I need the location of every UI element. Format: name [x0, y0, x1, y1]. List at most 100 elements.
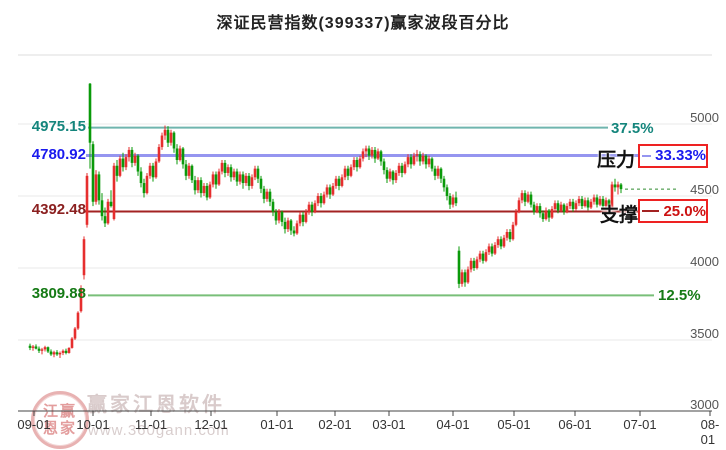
candle-body — [394, 172, 398, 181]
candle-body — [517, 200, 521, 212]
candle — [607, 198, 611, 211]
candle-body — [469, 260, 473, 270]
candle — [148, 162, 152, 179]
y-axis-label-4000: 4000 — [690, 254, 719, 269]
candle — [214, 171, 218, 189]
candle-body — [253, 168, 257, 178]
candle — [211, 171, 215, 188]
candle — [364, 145, 368, 158]
candle-body — [595, 197, 599, 205]
candle-body — [448, 196, 452, 205]
candle-body — [52, 352, 56, 355]
candle-body — [514, 211, 518, 225]
candle-body — [184, 164, 188, 176]
candle — [145, 172, 149, 195]
x-axis-label-12-01: 12-01 — [194, 417, 228, 432]
candle — [325, 184, 329, 198]
resistance-label: 压力 — [597, 149, 636, 171]
candle-body — [241, 174, 245, 184]
candle — [313, 200, 317, 214]
candle-body — [265, 191, 269, 199]
candle — [280, 210, 284, 227]
candle-body — [337, 178, 341, 186]
candle-body — [100, 200, 104, 217]
page-title: 深证民营指数(399337)赢家波段百分比 — [216, 15, 510, 32]
candle — [499, 236, 503, 250]
candle — [286, 217, 290, 232]
candle — [520, 190, 524, 204]
candle-body — [466, 269, 470, 283]
x-axis-label-07-01: 07-01 — [623, 417, 657, 432]
candle — [304, 208, 308, 224]
candle-body — [529, 194, 533, 205]
candle-body — [109, 201, 113, 207]
candle — [370, 147, 374, 159]
candle-body — [301, 214, 305, 222]
candle-body — [280, 211, 284, 222]
candle-body — [223, 162, 227, 173]
x-axis-label-09-01: 09-01 — [17, 417, 51, 432]
candle-body — [376, 151, 380, 159]
candle-body — [211, 174, 215, 185]
candle — [469, 257, 473, 273]
candle — [397, 162, 401, 176]
candle-body — [172, 132, 176, 149]
candle — [613, 178, 617, 192]
candle-body — [601, 198, 605, 207]
candle-body — [571, 201, 575, 209]
candle-body — [145, 175, 149, 194]
candle-body — [583, 200, 587, 207]
candle-body — [244, 175, 248, 184]
candle — [583, 197, 587, 208]
candle-body — [40, 349, 44, 351]
candle — [82, 236, 86, 280]
candle-body — [430, 158, 434, 169]
candle — [487, 243, 491, 256]
level-price-3809: 3809.88 — [31, 285, 86, 303]
candle — [310, 201, 314, 217]
candle-body — [190, 165, 194, 181]
candle-body — [406, 157, 410, 165]
candle-body — [157, 147, 161, 162]
candle — [610, 181, 614, 209]
candle-body — [577, 198, 581, 204]
candle-body — [403, 164, 407, 173]
candle-body — [31, 346, 35, 348]
candle-body — [226, 167, 230, 173]
y-axis-label-3000: 3000 — [690, 397, 719, 412]
candle-body — [343, 168, 347, 178]
candle — [394, 170, 398, 184]
candle — [76, 311, 80, 330]
candle — [493, 242, 497, 256]
candle-body — [247, 175, 251, 186]
candle-body — [586, 200, 590, 208]
candle-body — [382, 161, 386, 171]
candle-body — [613, 184, 617, 188]
candle — [238, 171, 242, 185]
candle — [523, 190, 527, 207]
candle — [178, 145, 182, 162]
candle-body — [199, 180, 203, 194]
candle — [88, 82, 92, 169]
candle — [340, 174, 344, 188]
candle — [271, 198, 275, 217]
candle — [223, 160, 227, 178]
candle — [385, 167, 389, 184]
candle — [199, 177, 203, 198]
candle — [553, 200, 557, 212]
candle — [190, 164, 194, 184]
candle-body — [346, 168, 350, 176]
candle — [85, 172, 89, 228]
candle-body — [427, 158, 431, 165]
candle — [361, 148, 365, 162]
candle-body — [235, 171, 239, 182]
candle — [454, 191, 458, 207]
candle — [256, 165, 260, 184]
candle-body — [610, 184, 614, 208]
candle-body — [388, 171, 392, 179]
candle — [97, 171, 101, 205]
candle-body — [424, 155, 428, 165]
candle-body — [334, 178, 338, 186]
seal-text-row2: 恩家 — [42, 420, 77, 437]
candle — [106, 198, 110, 225]
